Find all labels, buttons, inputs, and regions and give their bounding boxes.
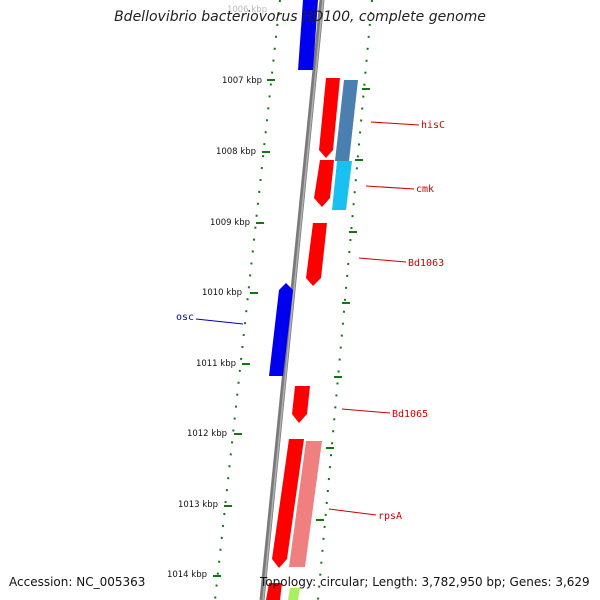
leader-line-hisc <box>370 121 420 126</box>
leader-line-osc <box>195 318 244 325</box>
kbp-label: 1007 kbp <box>222 76 262 86</box>
gene-arrows <box>266 0 340 600</box>
leader-line-bd1063 <box>358 257 407 263</box>
gene-arrow-cmk[interactable] <box>314 160 334 207</box>
gene-arrow-bottom-forward[interactable] <box>266 583 282 600</box>
gene-arrow-hisc[interactable] <box>319 78 340 158</box>
gene-label-rpsa[interactable]: rpsA <box>378 511 402 522</box>
inner-major-ticks <box>213 79 275 577</box>
kbp-label: 1013 kbp <box>178 500 218 510</box>
kbp-tick-labels: 1006 kbp 1007 kbp 1008 kbp 1009 kbp 1010… <box>167 5 267 580</box>
gene-arrow-osc[interactable] <box>269 283 293 376</box>
gene-arrow-bd1065[interactable] <box>292 386 310 423</box>
outer-major-ticks <box>316 88 370 521</box>
feature-bottom-green <box>288 588 300 600</box>
kbp-label: 1012 kbp <box>187 429 227 439</box>
map-title: Bdellovibrio bacteriovorus HD100, comple… <box>114 9 486 25</box>
gene-arrow-rpsa[interactable] <box>272 439 304 568</box>
length-value: 3,782,950 bp <box>421 575 502 589</box>
leader-line-rpsa <box>328 508 377 516</box>
cds-feature-rpsa[interactable] <box>289 441 322 567</box>
genome-stats: Topology: circular; Length: 3,782,950 bp… <box>260 575 590 589</box>
gene-arrow-reverse-top[interactable] <box>298 0 318 70</box>
gene-label-hisc[interactable]: hisC <box>421 120 445 131</box>
accession-label: Accession: <box>9 575 73 589</box>
inner-tick-track <box>214 0 281 600</box>
kbp-label: 1014 kbp <box>167 570 207 580</box>
gene-label-bd1063[interactable]: Bd1063 <box>408 258 444 269</box>
gene-name-labels: hisC cmk Bd1063 osc Bd1065 rpsA <box>176 120 445 522</box>
genes-value: 3,629 <box>555 575 590 589</box>
gene-label-bd1065[interactable]: Bd1065 <box>392 409 428 420</box>
topology-label: Topology: <box>260 575 317 589</box>
kbp-label: 1006 kbp <box>227 5 267 15</box>
outer-tick-track <box>317 0 373 600</box>
genes-label: Genes: <box>509 575 552 589</box>
leader-line-cmk <box>365 185 415 190</box>
cds-track <box>289 80 358 567</box>
kbp-label: 1008 kbp <box>216 147 256 157</box>
kbp-label: 1010 kbp <box>202 288 242 298</box>
kbp-label: 1011 kbp <box>196 359 236 369</box>
genome-backbone <box>259 0 325 600</box>
length-label: Length: <box>372 575 418 589</box>
kbp-label: 1009 kbp <box>210 218 250 228</box>
gene-arrow-bd1063[interactable] <box>306 223 327 286</box>
label-leader-lines <box>195 121 420 516</box>
accession-value: NC_005363 <box>76 575 146 589</box>
leader-line-bd1065 <box>341 408 391 414</box>
gene-label-cmk[interactable]: cmk <box>416 184 434 195</box>
cds-feature-hisc[interactable] <box>335 80 358 161</box>
accession-info: Accession: NC_005363 <box>9 575 145 589</box>
cds-feature-cmk[interactable] <box>332 161 352 210</box>
gene-label-osc[interactable]: osc <box>176 312 194 323</box>
topology-value: circular <box>319 575 365 589</box>
